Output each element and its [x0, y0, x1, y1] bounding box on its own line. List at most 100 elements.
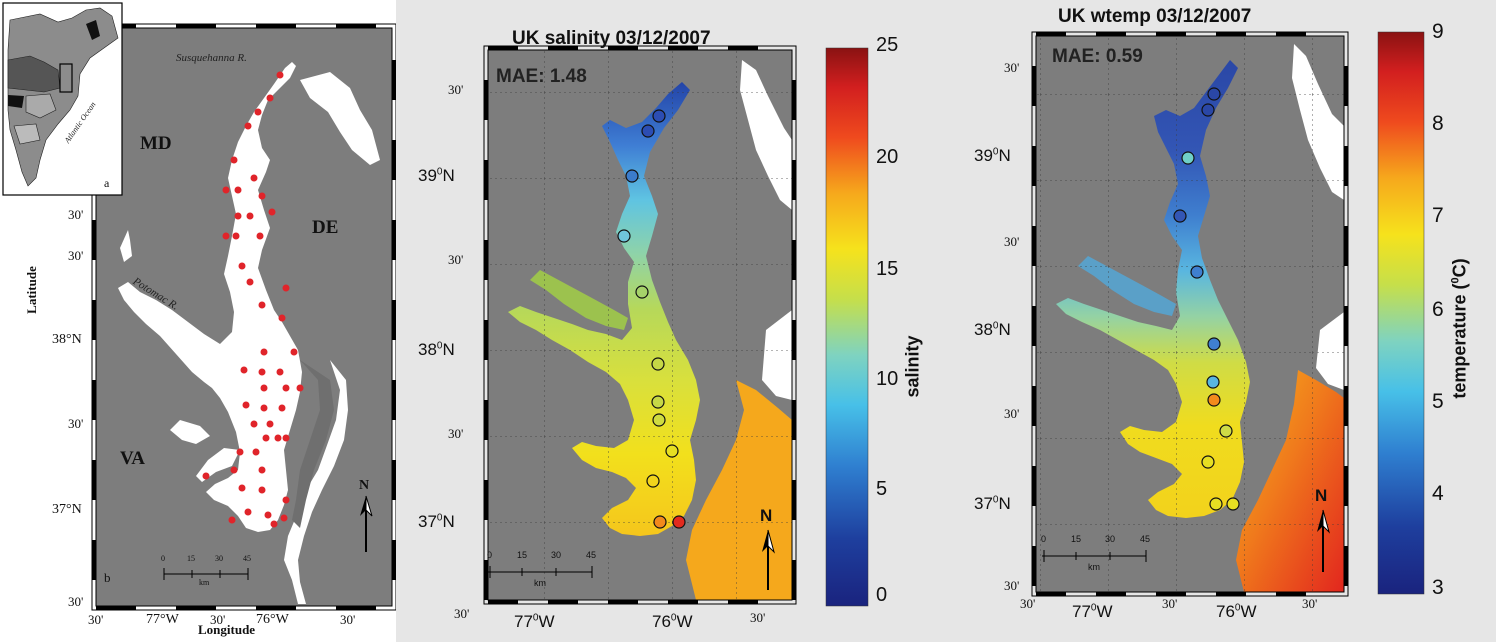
station-dot	[270, 520, 278, 528]
colorbar-tick: 0	[876, 584, 888, 606]
colorbar-tick: 15	[876, 258, 899, 280]
colorbar-tick: 4	[1432, 482, 1444, 505]
station-dot	[276, 71, 284, 79]
lat-tick: 30'	[448, 252, 464, 267]
station-dot	[278, 404, 286, 412]
lon-tick: 760W	[652, 612, 693, 631]
station-dot	[202, 472, 210, 480]
station-dot	[228, 516, 236, 524]
river-label-susquehanna: Susquehanna R.	[176, 52, 247, 64]
scale-tick: 45	[1140, 534, 1151, 544]
lat-tick: 30'	[68, 594, 84, 609]
station-dot	[240, 366, 248, 374]
obs-circle	[1181, 151, 1195, 165]
obs-circle	[665, 444, 679, 458]
station-dot	[234, 186, 242, 194]
lat-tick: 30'	[68, 248, 84, 263]
observation-circles	[617, 109, 686, 529]
station-dot	[234, 212, 242, 220]
colorbar-tick: 10	[876, 368, 899, 390]
obs-circle	[651, 357, 665, 371]
station-dot	[244, 508, 252, 516]
inset-map	[2, 2, 123, 196]
state-label-va: VA	[120, 448, 145, 469]
colorbar-tick: 25	[876, 34, 899, 56]
obs-circle	[1219, 424, 1233, 438]
station-dot	[230, 466, 238, 474]
obs-circle	[646, 474, 660, 488]
colorbar-tick: 5	[876, 478, 888, 500]
station-dot	[266, 420, 274, 428]
obs-circle	[1226, 497, 1240, 511]
station-dot	[232, 232, 240, 240]
map-graticule	[488, 50, 792, 600]
lon-tick: 30'	[210, 612, 226, 627]
obs-circle	[1207, 87, 1221, 101]
colorbar-tick: 8	[1432, 112, 1444, 135]
temperature-map-svg	[1031, 31, 1425, 597]
obs-circle	[1209, 497, 1223, 511]
station-dot	[246, 278, 254, 286]
scale-tick: 0	[161, 554, 165, 563]
station-dot	[238, 484, 246, 492]
lat-tick: 30'	[1004, 60, 1020, 75]
scale-tick: 15	[187, 554, 195, 563]
eastern-shore-land	[292, 360, 334, 528]
station-dot	[236, 448, 244, 456]
station-dots	[202, 71, 304, 528]
lat-tick: 30'	[1004, 406, 1020, 421]
station-dot	[280, 514, 288, 522]
colorbar-tick: 5	[1432, 390, 1444, 413]
map-title: UK salinity 03/12/2007	[512, 28, 711, 49]
lat-tick: 370N	[418, 512, 455, 531]
station-dot	[242, 401, 250, 409]
lat-tick: 390N	[974, 146, 1011, 165]
lon-tick: 30'	[88, 612, 104, 627]
scale-tick: 15	[1071, 534, 1082, 544]
lat-tick: 30'	[68, 416, 84, 431]
lon-tick: 30'	[340, 612, 356, 627]
lon-tick: 30'	[750, 610, 766, 625]
observation-circles	[1173, 87, 1240, 511]
station-dot	[258, 486, 266, 494]
lon-tick: 770W	[1072, 602, 1113, 621]
obs-circle	[653, 515, 667, 529]
obs-circle	[625, 169, 639, 183]
station-dot	[222, 232, 230, 240]
lat-tick: 38°N	[52, 332, 82, 347]
lon-tick: 77°W	[146, 612, 179, 627]
obs-circle	[1201, 455, 1215, 469]
station-dot	[296, 384, 304, 392]
obs-circle	[652, 413, 666, 427]
obs-circle	[672, 515, 686, 529]
lat-tick: 370N	[974, 494, 1011, 513]
station-dot	[244, 122, 252, 130]
map-graticule	[1036, 36, 1344, 592]
obs-circle	[651, 395, 665, 409]
station-dot	[252, 448, 260, 456]
station-dot	[282, 434, 290, 442]
lat-tick: 30'	[68, 207, 84, 222]
colorbar-tick: 3	[1432, 576, 1444, 599]
lon-tick: 30'	[1162, 596, 1178, 611]
station-dot	[254, 108, 262, 116]
station-dot	[264, 511, 272, 519]
lat-tick: 30'	[448, 426, 464, 441]
station-dot	[258, 368, 266, 376]
colorbar-label: salinity	[902, 335, 923, 398]
station-dot	[274, 434, 282, 442]
station-dot	[250, 174, 258, 182]
obs-circle	[652, 109, 666, 123]
station-dot	[282, 496, 290, 504]
obs-circle	[1190, 265, 1204, 279]
station-dot	[260, 404, 268, 412]
station-dot	[278, 314, 286, 322]
station-dot	[238, 262, 246, 270]
north-arrow	[360, 495, 373, 552]
station-dot	[258, 301, 266, 309]
station-dot	[230, 156, 238, 164]
temperature-map-panel: UK wtemp 03/12/2007 MAE: 0.59 30' 390N 3…	[944, 0, 1496, 642]
scale-unit: km	[199, 578, 210, 587]
colorbar-tick: 9	[1432, 20, 1444, 43]
lat-tick: 380N	[418, 340, 455, 359]
